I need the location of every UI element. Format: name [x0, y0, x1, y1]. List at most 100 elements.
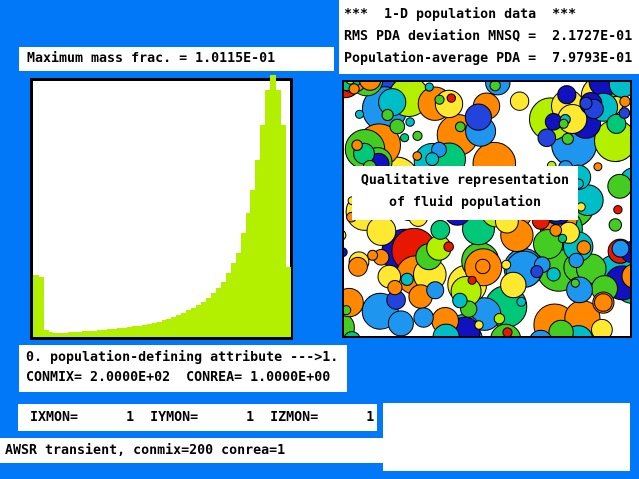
histogram-bar [136, 326, 143, 337]
fluid-parcel-circle [568, 252, 584, 269]
histogram-bar [141, 325, 148, 337]
histogram-bar [166, 319, 173, 337]
constants-label: CONMIX= 2.0000E+02 CONREA= 1.0000E+00 [26, 370, 331, 385]
fluid-parcel-circle [613, 205, 623, 215]
histogram-bar [235, 253, 242, 337]
fluid-parcel-circle [366, 216, 397, 246]
fluid-parcel-circle [533, 229, 564, 260]
fluid-parcel-circle [509, 91, 530, 111]
fluid-parcel-circle [354, 109, 365, 119]
fluid-parcel-circle [608, 218, 622, 232]
info-title: *** 1-D population data *** [344, 7, 577, 22]
fluid-parcel-circle [546, 267, 561, 282]
fluid-parcel-circle [351, 139, 363, 151]
fluid-parcel-circle [549, 224, 563, 237]
fluid-parcel-circle [557, 85, 577, 105]
histogram-bar [77, 332, 84, 337]
fluid-parcel-circle [344, 230, 347, 240]
histogram-bar [265, 90, 271, 337]
histogram-bar [92, 331, 98, 337]
monitor-location-label: IXMON= 1 IYMON= 1 IZMON= 1 [30, 410, 375, 425]
fluid-parcel-circle [530, 265, 544, 279]
histogram-bar [270, 75, 276, 337]
fluid-parcel-circle [387, 310, 414, 336]
histogram-panel [30, 75, 293, 340]
histogram-bar [230, 263, 237, 337]
info-rms-pda: RMS PDA deviation MNSQ = 2.1727E-01 [344, 29, 633, 44]
histogram-bar [245, 213, 252, 337]
histogram-bar [121, 328, 128, 337]
fluid-parcel-circle [387, 280, 403, 296]
fluid-parcel-circle [500, 271, 527, 299]
histogram-bar [47, 332, 54, 337]
histogram-bar [37, 277, 44, 337]
histogram-bar [191, 308, 197, 337]
histogram-bar [275, 90, 281, 337]
histogram-bar [126, 327, 133, 337]
histogram-bars [33, 75, 291, 337]
fluid-parcel-circle [475, 258, 491, 275]
fluid-parcel-circle [502, 327, 513, 336]
fluid-parcel-circle [344, 247, 348, 257]
fluid-parcel-circle [619, 95, 630, 108]
fluid-parcel-circle [591, 318, 613, 336]
monitor-location-box: IXMON= 1 IYMON= 1 IZMON= 1 [18, 404, 377, 431]
fluid-parcel-circle [452, 292, 468, 309]
histogram-bar [250, 190, 257, 337]
fluid-parcel-circle [434, 94, 445, 105]
info-average-pda: Population-average PDA = 7.9793E-01 [344, 51, 633, 66]
histogram-bar [107, 329, 113, 337]
histogram-bar [82, 331, 89, 337]
fluid-parcel-circle [548, 319, 574, 336]
histogram-bar [112, 329, 118, 337]
fluid-parcel-circle [454, 121, 466, 133]
histogram-bar [215, 288, 222, 337]
fluid-parcel-circle [606, 113, 627, 134]
fluid-parcel-circle [348, 256, 368, 277]
fluid-parcel-circle [467, 275, 477, 285]
fluid-parcel-circle [621, 264, 630, 288]
histogram-bar [161, 320, 168, 337]
fluid-parcel-circle [389, 118, 406, 135]
fluid-parcel-circle [593, 293, 613, 312]
status-bar-label: AWSR transient, conmix=200 conrea=1 [5, 443, 286, 458]
histogram-bar [131, 326, 138, 337]
fluid-parcel-circle [400, 133, 410, 143]
fluid-parcel-circle [424, 82, 434, 92]
histogram-bar [156, 322, 163, 337]
fluid-parcel-circle [425, 152, 440, 166]
fluid-parcel-circle [412, 130, 423, 142]
histogram-bar [117, 328, 123, 337]
max-mass-frac-label: Maximum mass frac. = 1.0115E-01 [27, 51, 276, 66]
fluid-parcel-circle [611, 239, 630, 258]
fluid-parcel-circle [446, 93, 457, 103]
fluid-parcel-circle [344, 305, 352, 316]
fluid-parcel-circle [432, 323, 460, 336]
histogram-bar [52, 333, 59, 337]
histogram-bar [62, 333, 69, 337]
fluid-parcel-circle [618, 107, 630, 119]
x-axis-label: 0. population-defining attribute --->1. [26, 350, 339, 365]
fluid-parcel-circle [576, 202, 586, 212]
population-caption-line2: of fluid population [388, 195, 542, 210]
fluid-parcel-circle [593, 162, 603, 172]
fluid-parcel-circle [405, 117, 415, 127]
fluid-parcel-circle [530, 329, 552, 336]
fluid-parcel-circle [426, 281, 445, 300]
fluid-parcel-circle [557, 233, 568, 244]
fluid-parcel-circle [348, 83, 360, 95]
fluid-parcel-circle [607, 173, 630, 199]
fluid-parcel-circle [400, 272, 414, 286]
histogram-bar [67, 332, 74, 337]
fluid-parcel-circle [443, 241, 454, 252]
chart-footer-box: 0. population-defining attribute --->1. … [19, 345, 347, 392]
histogram-bar [280, 125, 286, 337]
fluid-parcel-circle [576, 240, 592, 255]
fluid-parcel-circle [516, 296, 527, 307]
histogram-bar [151, 323, 158, 337]
fluid-parcel-circle [381, 108, 394, 122]
histogram-bar [225, 273, 232, 337]
blank-output-box [383, 403, 630, 471]
fluid-parcel-circle [346, 82, 355, 85]
